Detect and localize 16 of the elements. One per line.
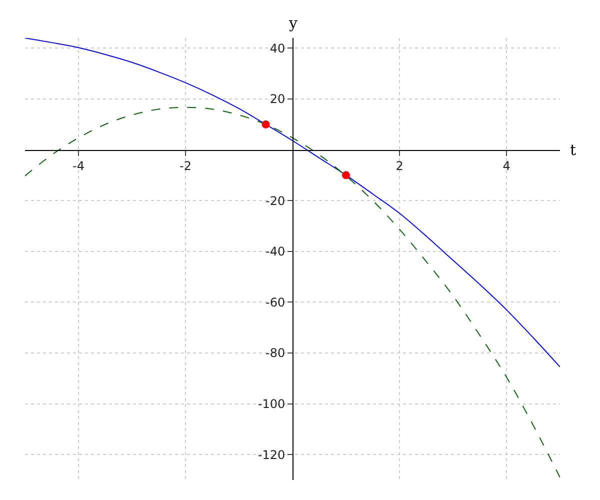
y-tick-label: -60 (265, 295, 286, 310)
line-series (25, 106, 560, 478)
y-tick-label: -40 (265, 244, 286, 259)
y-tick-label: 40 (270, 41, 286, 56)
y-tick-label: -120 (258, 448, 286, 462)
x-tick-label: -2 (180, 159, 192, 174)
y-tick-label: 20 (270, 92, 286, 106)
y-tick-label: -20 (265, 194, 286, 208)
x-axis-title: t (570, 141, 576, 159)
x-tick-label: 4 (502, 159, 510, 174)
line-series (25, 38, 560, 368)
x-tick-label: 2 (396, 159, 404, 174)
y-axis-title: y (288, 14, 298, 32)
x-tick-label: -4 (72, 159, 84, 174)
y-tick-label: -80 (265, 346, 286, 360)
y-tick-label: -100 (258, 396, 286, 411)
